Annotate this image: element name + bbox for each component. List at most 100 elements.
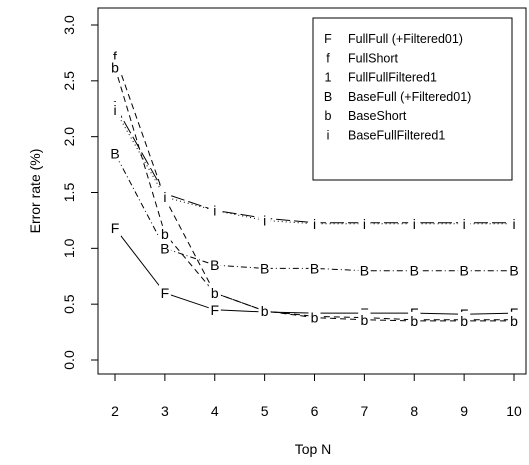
point-backdrop	[308, 215, 321, 232]
data-point: i	[463, 216, 466, 232]
data-point: b	[311, 310, 319, 326]
x-axis-label: Top N	[295, 441, 332, 457]
data-point: B	[310, 260, 319, 276]
point-backdrop	[258, 302, 271, 319]
point-backdrop	[358, 215, 371, 232]
point-backdrop	[358, 262, 371, 279]
point-backdrop	[458, 312, 471, 329]
legend-symbol: 1	[325, 71, 332, 85]
x-tick-label: 8	[410, 403, 418, 419]
data-point: F	[161, 285, 170, 301]
point-backdrop	[208, 285, 221, 301]
point-backdrop	[508, 215, 520, 232]
x-tick-label: 10	[506, 403, 522, 419]
x-tick-label: 7	[360, 403, 368, 419]
point-backdrop	[158, 240, 171, 257]
data-point: b	[261, 303, 269, 319]
point-backdrop	[158, 225, 171, 242]
legend-symbol: i	[327, 129, 330, 143]
point-backdrop	[458, 215, 471, 232]
legend-symbol: B	[324, 90, 332, 104]
point-backdrop	[308, 309, 321, 326]
x-tick-label: 2	[111, 403, 119, 419]
data-point: B	[360, 263, 369, 279]
data-point: B	[410, 263, 419, 279]
y-axis: 0.0 0.5 1.0 1.5 2.0 2.5 3.0	[61, 15, 99, 370]
legend-symbol: b	[325, 109, 332, 123]
point-backdrop	[308, 260, 321, 277]
x-tick-label: 5	[261, 403, 269, 419]
data-point: b	[111, 59, 119, 75]
legend-symbol: F	[324, 32, 332, 46]
point-backdrop	[208, 202, 221, 219]
point-backdrop	[358, 311, 371, 328]
point-backdrop	[109, 101, 121, 118]
point-backdrop	[458, 262, 471, 279]
data-point: B	[210, 257, 219, 273]
legend-label: FullShort	[348, 51, 399, 65]
data-point: i	[363, 216, 366, 232]
point-backdrop	[109, 145, 121, 162]
y-tick-label: 1.0	[61, 238, 77, 258]
y-tick-label: 0.5	[61, 294, 77, 314]
legend-label: FullFull (+Filtered01)	[348, 32, 463, 46]
data-point: B	[260, 260, 269, 276]
x-axis: 2 3 4 5 6 7 8 9 10	[111, 373, 522, 419]
legend: F FullFull (+Filtered01) f FullShort 1 FullFu…	[312, 17, 513, 181]
data-point: b	[410, 313, 418, 329]
point-backdrop	[208, 257, 221, 274]
legend-label: BaseFullFiltered1	[348, 129, 445, 143]
point-backdrop	[208, 301, 221, 318]
x-tick-label: 4	[211, 403, 219, 419]
point-backdrop	[508, 312, 520, 329]
data-point: b	[510, 313, 518, 329]
data-point: B	[160, 240, 169, 256]
point-backdrop	[109, 220, 121, 237]
x-tick-label: 9	[460, 403, 468, 419]
data-point: i	[413, 216, 416, 232]
x-tick-label: 3	[161, 403, 169, 419]
data-point: i	[113, 102, 116, 118]
point-backdrop	[508, 262, 520, 279]
point-backdrop	[158, 285, 171, 301]
point-backdrop	[408, 262, 421, 279]
data-point: i	[512, 216, 515, 232]
y-tick-label: 2.0	[61, 127, 77, 147]
point-backdrop	[258, 260, 271, 277]
series-5: i i i i i i i i i	[109, 101, 520, 232]
data-point: B	[509, 263, 518, 279]
legend-label: FullFullFiltered1	[348, 71, 437, 85]
y-tick-label: 1.5	[61, 183, 77, 203]
data-point: f	[113, 48, 117, 64]
series-3: B B B B B B B B B	[109, 145, 520, 279]
data-point: F	[210, 302, 219, 318]
y-tick-label: 3.0	[61, 15, 77, 35]
data-point: i	[213, 202, 216, 218]
data-point: i	[313, 216, 316, 232]
data-point: F	[111, 220, 120, 236]
data-point: b	[460, 313, 468, 329]
data-point: B	[459, 263, 468, 279]
x-tick-label: 6	[311, 403, 319, 419]
y-tick-label: 0.0	[61, 350, 77, 370]
y-tick-label: 2.5	[61, 71, 77, 91]
data-point: B	[110, 145, 119, 161]
point-backdrop	[158, 188, 171, 205]
data-point: b	[211, 285, 219, 301]
data-point: i	[263, 212, 266, 228]
point-backdrop	[109, 59, 121, 76]
legend-box	[312, 17, 513, 181]
series-line	[114, 153, 514, 272]
y-axis-label: Error rate (%)	[27, 149, 43, 234]
point-backdrop	[408, 215, 421, 232]
legend-label: BaseFull (+Filtered01)	[348, 90, 471, 104]
data-point: b	[360, 312, 368, 328]
point-backdrop	[408, 312, 421, 329]
legend-symbol: f	[326, 51, 330, 65]
data-point: b	[161, 226, 169, 242]
legend-label: BaseShort	[348, 109, 407, 123]
series-layer: FFFFFFFFFfffffffff111111111BBBBBBBBBbbbb…	[109, 48, 520, 329]
point-backdrop	[258, 212, 271, 229]
data-point: i	[163, 189, 166, 205]
